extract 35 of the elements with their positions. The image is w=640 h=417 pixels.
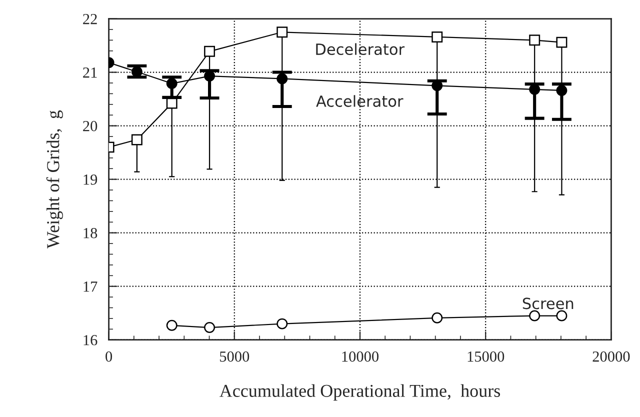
point	[529, 310, 540, 322]
x-tick-label: 0	[106, 351, 112, 362]
y-tick-label: 22	[83, 14, 97, 24]
x-tick-label: 15000	[468, 351, 504, 362]
point	[276, 73, 288, 84]
point	[556, 84, 568, 96]
x-tick-label: 5000	[220, 351, 250, 362]
point	[166, 320, 178, 331]
x-axis-title: Accumulated Operational Time, hours	[220, 384, 500, 401]
point	[166, 78, 178, 90]
y-axis-title: Weight of Grids, g	[46, 110, 63, 249]
point	[556, 310, 568, 322]
series-label: Accelerator	[316, 95, 404, 107]
y-tick-label: 21	[83, 67, 97, 78]
x-tick-label: 10000	[342, 351, 379, 362]
point	[131, 66, 142, 78]
y-tick-label: 19	[84, 174, 98, 185]
y-tick-label: 18	[84, 228, 98, 238]
point	[131, 134, 142, 146]
point	[276, 318, 288, 330]
point	[432, 312, 443, 324]
x-tick-label: 20000	[592, 351, 630, 362]
y-tick-label: 16	[84, 335, 98, 346]
point	[204, 70, 216, 82]
point	[556, 36, 568, 48]
series-label: Decelerator	[316, 43, 405, 56]
y-tick-label: 20	[83, 120, 98, 132]
point	[204, 46, 216, 57]
y-tick-label: 17	[84, 282, 98, 292]
series-label: Screen	[522, 298, 574, 310]
point	[166, 98, 178, 109]
point	[432, 31, 443, 42]
point	[204, 322, 216, 334]
point	[276, 26, 288, 38]
point	[529, 34, 540, 46]
